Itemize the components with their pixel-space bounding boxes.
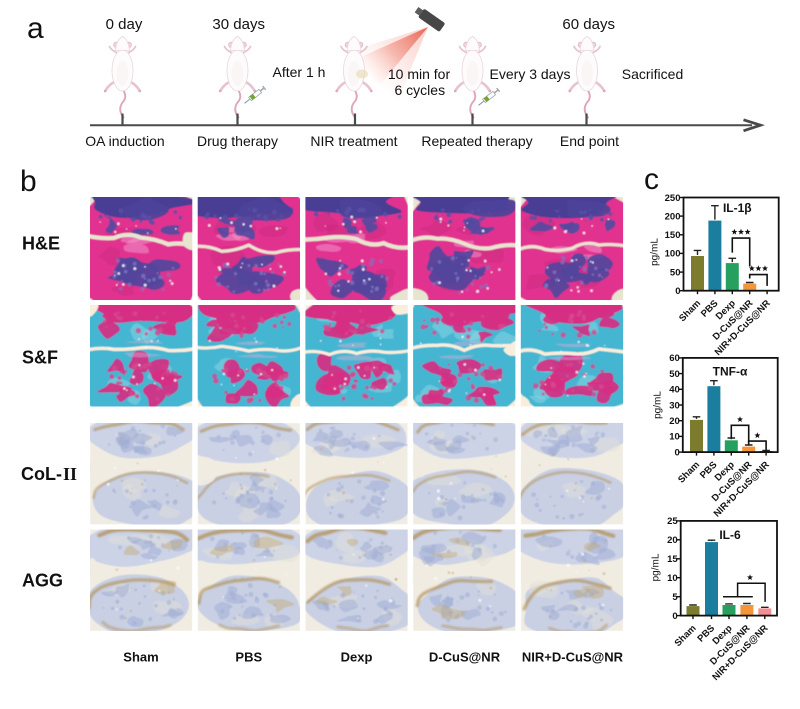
svg-text:Sacrificed: Sacrificed bbox=[622, 66, 683, 82]
svg-text:200: 200 bbox=[665, 211, 681, 222]
svg-text:30 days: 30 days bbox=[212, 16, 265, 33]
svg-text:D-CuS@NR: D-CuS@NR bbox=[429, 650, 501, 665]
svg-text:NIR+D-CuS@NR: NIR+D-CuS@NR bbox=[522, 650, 624, 665]
svg-text:10 min for: 10 min for bbox=[388, 66, 451, 82]
svg-text:b: b bbox=[20, 165, 37, 198]
svg-text:II: II bbox=[63, 464, 77, 484]
svg-text:10: 10 bbox=[667, 573, 678, 584]
svg-text:5: 5 bbox=[672, 592, 678, 603]
svg-text:IL-6: IL-6 bbox=[719, 528, 741, 542]
svg-text:PBS: PBS bbox=[235, 650, 262, 665]
svg-text:60 days: 60 days bbox=[562, 16, 615, 33]
svg-text:30: 30 bbox=[669, 400, 680, 411]
svg-text:40: 40 bbox=[669, 385, 680, 396]
svg-text:c: c bbox=[644, 163, 659, 196]
svg-text:60: 60 bbox=[669, 353, 680, 364]
svg-text:TNF-α: TNF-α bbox=[713, 364, 748, 378]
svg-text:100: 100 bbox=[665, 249, 681, 260]
svg-text:Sham: Sham bbox=[123, 650, 158, 665]
svg-text:10: 10 bbox=[669, 432, 680, 443]
svg-text:OA induction: OA induction bbox=[85, 133, 164, 149]
svg-text:20: 20 bbox=[669, 416, 680, 427]
svg-text:S&F: S&F bbox=[22, 348, 58, 368]
svg-text:25: 25 bbox=[667, 516, 678, 527]
svg-text:End point: End point bbox=[560, 133, 619, 149]
svg-text:CoL-: CoL- bbox=[21, 464, 62, 484]
svg-text:Repeated therapy: Repeated therapy bbox=[421, 133, 532, 149]
svg-text:pg/mL: pg/mL bbox=[650, 238, 661, 266]
svg-text:20: 20 bbox=[667, 535, 678, 546]
svg-text:After 1 h: After 1 h bbox=[273, 64, 326, 80]
svg-text:a: a bbox=[27, 12, 44, 45]
svg-text:Drug therapy: Drug therapy bbox=[197, 133, 278, 149]
svg-text:6 cycles: 6 cycles bbox=[395, 82, 446, 98]
svg-text:0: 0 bbox=[675, 447, 680, 458]
svg-text:pg/mL: pg/mL bbox=[651, 553, 662, 581]
svg-text:0 day: 0 day bbox=[106, 16, 143, 33]
svg-text:0: 0 bbox=[675, 286, 680, 297]
svg-text:50: 50 bbox=[669, 369, 680, 380]
svg-text:NIR treatment: NIR treatment bbox=[310, 133, 397, 149]
svg-text:50: 50 bbox=[670, 267, 681, 278]
svg-text:0: 0 bbox=[672, 611, 677, 622]
svg-text:H&E: H&E bbox=[22, 234, 60, 254]
svg-text:IL-1β: IL-1β bbox=[723, 201, 752, 215]
svg-text:15: 15 bbox=[667, 554, 678, 565]
svg-text:Dexp: Dexp bbox=[341, 650, 373, 665]
svg-text:250: 250 bbox=[665, 193, 681, 204]
svg-text:Every 3 days: Every 3 days bbox=[490, 66, 571, 82]
svg-text:pg/mL: pg/mL bbox=[653, 391, 664, 419]
svg-text:AGG: AGG bbox=[22, 571, 63, 591]
svg-text:150: 150 bbox=[665, 230, 681, 241]
